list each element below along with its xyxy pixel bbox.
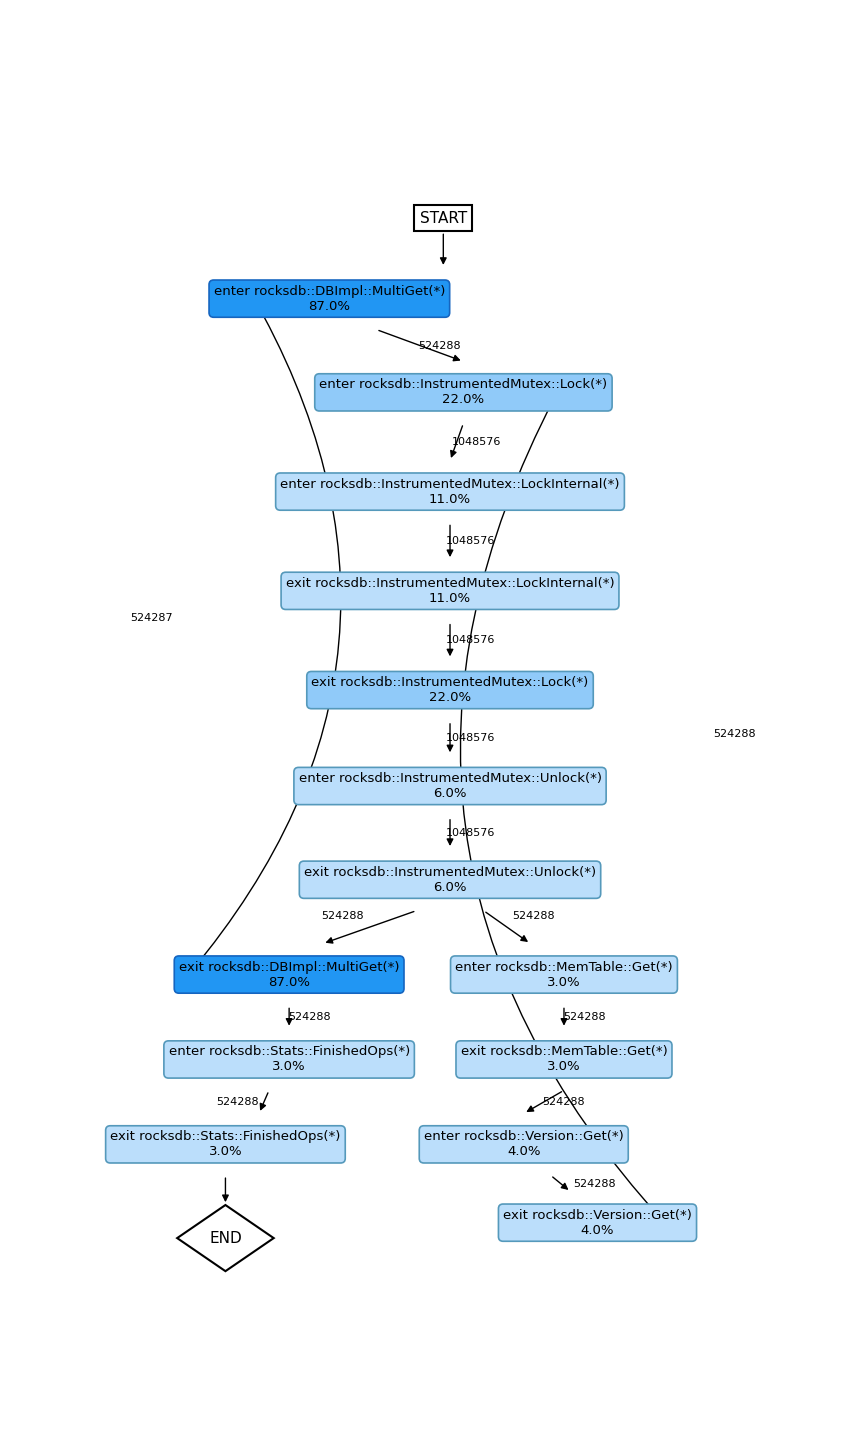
Text: exit rocksdb::InstrumentedMutex::Lock(*)
22.0%: exit rocksdb::InstrumentedMutex::Lock(*)… xyxy=(311,676,589,705)
Text: exit rocksdb::DBImpl::MultiGet(*)
87.0%: exit rocksdb::DBImpl::MultiGet(*) 87.0% xyxy=(179,961,400,988)
Polygon shape xyxy=(177,1204,273,1272)
Text: 524288: 524288 xyxy=(563,1012,606,1022)
Text: exit rocksdb::MemTable::Get(*)
3.0%: exit rocksdb::MemTable::Get(*) 3.0% xyxy=(460,1045,668,1074)
Text: exit rocksdb::InstrumentedMutex::Unlock(*)
6.0%: exit rocksdb::InstrumentedMutex::Unlock(… xyxy=(304,866,596,894)
Text: enter rocksdb::MemTable::Get(*)
3.0%: enter rocksdb::MemTable::Get(*) 3.0% xyxy=(455,961,673,988)
Text: 524288: 524288 xyxy=(419,341,461,351)
Text: exit rocksdb::InstrumentedMutex::LockInternal(*)
11.0%: exit rocksdb::InstrumentedMutex::LockInt… xyxy=(285,577,614,604)
Text: 524288: 524288 xyxy=(216,1097,259,1107)
Text: enter rocksdb::DBImpl::MultiGet(*)
87.0%: enter rocksdb::DBImpl::MultiGet(*) 87.0% xyxy=(214,285,445,312)
Text: END: END xyxy=(209,1230,242,1246)
Text: 524288: 524288 xyxy=(573,1179,616,1189)
Text: 524287: 524287 xyxy=(131,613,173,623)
Text: enter rocksdb::InstrumentedMutex::LockInternal(*)
11.0%: enter rocksdb::InstrumentedMutex::LockIn… xyxy=(280,478,619,505)
Text: 524288: 524288 xyxy=(714,729,756,739)
Text: 524288: 524288 xyxy=(542,1097,586,1107)
Text: enter rocksdb::Version::Get(*)
4.0%: enter rocksdb::Version::Get(*) 4.0% xyxy=(424,1130,624,1158)
Text: enter rocksdb::Stats::FinishedOps(*)
3.0%: enter rocksdb::Stats::FinishedOps(*) 3.0… xyxy=(169,1045,410,1074)
Text: 524288: 524288 xyxy=(322,911,364,921)
Text: 524288: 524288 xyxy=(512,911,555,921)
Text: 1048576: 1048576 xyxy=(445,828,495,838)
Text: exit rocksdb::Version::Get(*)
4.0%: exit rocksdb::Version::Get(*) 4.0% xyxy=(503,1209,692,1237)
Text: 1048576: 1048576 xyxy=(452,437,502,447)
Text: 524288: 524288 xyxy=(288,1012,330,1022)
Text: 1048576: 1048576 xyxy=(445,733,495,743)
Text: START: START xyxy=(420,211,467,226)
Text: enter rocksdb::InstrumentedMutex::Unlock(*)
6.0%: enter rocksdb::InstrumentedMutex::Unlock… xyxy=(298,772,601,800)
Text: 1048576: 1048576 xyxy=(445,636,495,646)
Text: 1048576: 1048576 xyxy=(445,536,495,546)
Text: exit rocksdb::Stats::FinishedOps(*)
3.0%: exit rocksdb::Stats::FinishedOps(*) 3.0% xyxy=(110,1130,341,1158)
Text: enter rocksdb::InstrumentedMutex::Lock(*)
22.0%: enter rocksdb::InstrumentedMutex::Lock(*… xyxy=(319,378,607,407)
